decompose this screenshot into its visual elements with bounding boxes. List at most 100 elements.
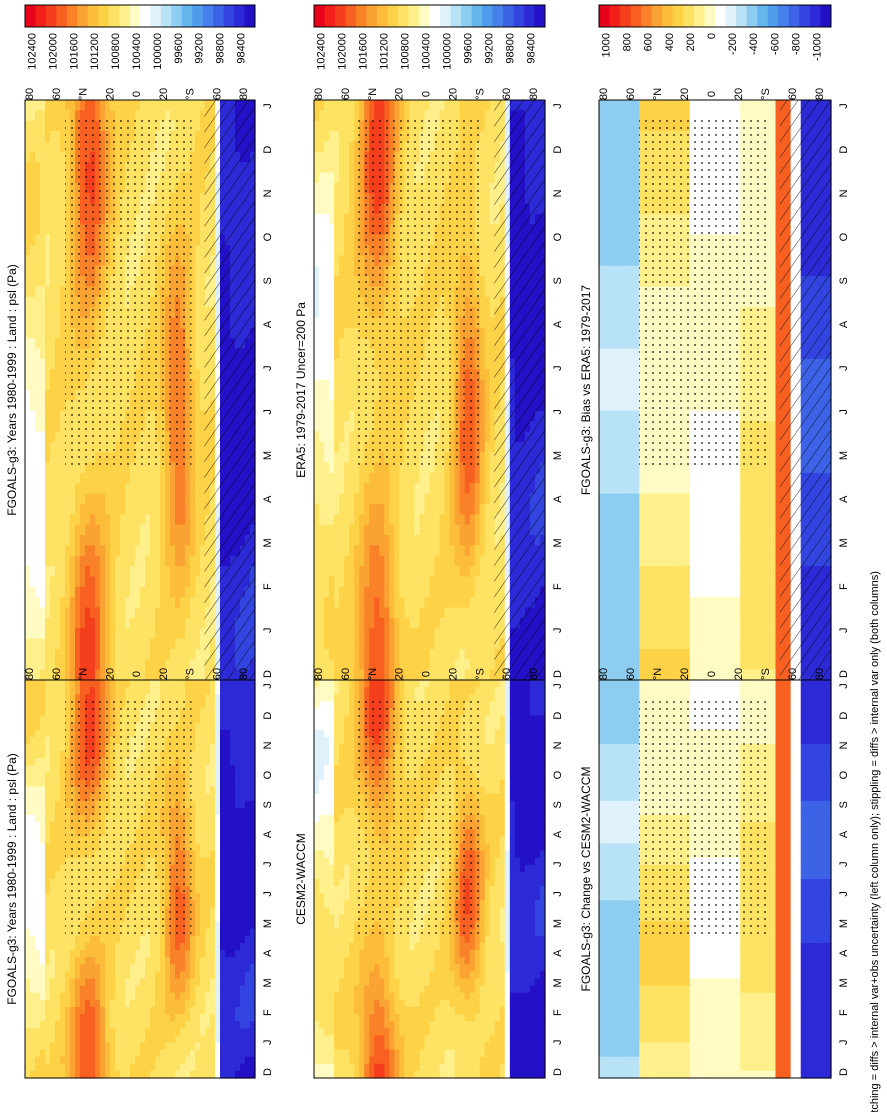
heatmap-cell	[25, 1021, 31, 1029]
heatmap-cell	[125, 999, 131, 1008]
heatmap-cell	[45, 914, 51, 923]
heatmap-cell	[200, 687, 206, 695]
heatmap-cell	[215, 893, 221, 901]
colorbar-swatch	[192, 5, 204, 27]
heatmap-cell	[60, 193, 66, 205]
heatmap-cell	[215, 786, 221, 795]
heatmap-cell	[150, 493, 156, 505]
heatmap-cell	[190, 493, 196, 505]
heatmap-cell	[125, 1056, 131, 1065]
heatmap-cell	[190, 555, 196, 567]
heatmap-cell	[190, 779, 196, 788]
heatmap-cell	[190, 978, 196, 987]
heatmap-cell	[150, 586, 156, 598]
heatmap-cell	[55, 793, 61, 802]
heatmap-cell	[195, 410, 201, 422]
heatmap-cell	[75, 514, 81, 526]
heatmap-cell	[160, 687, 166, 695]
heatmap-cell	[45, 836, 51, 845]
heatmap-cell	[190, 400, 196, 412]
heatmap-cell	[70, 950, 76, 958]
heatmap-cell	[130, 1056, 136, 1065]
heatmap-cell	[175, 978, 181, 987]
heatmap-cell	[155, 100, 161, 111]
heatmap-cell	[25, 864, 31, 873]
heatmap-cell	[200, 431, 206, 443]
heatmap-cell	[230, 850, 236, 859]
heatmap-cell	[55, 743, 61, 752]
heatmap-cell	[105, 957, 111, 965]
heatmap-cell	[220, 722, 226, 731]
heatmap-cell	[220, 758, 226, 766]
heatmap-cell	[190, 843, 196, 852]
heatmap-cell	[195, 617, 201, 629]
heatmap-cell	[195, 708, 201, 717]
heatmap-cell	[90, 576, 96, 588]
heatmap-cell	[55, 850, 61, 859]
colorbar-label: 100000	[152, 33, 164, 70]
heatmap-cell	[30, 296, 36, 308]
heatmap-cell	[165, 1049, 171, 1058]
heatmap-cell	[150, 992, 156, 1001]
heatmap-cell	[190, 638, 196, 650]
heatmap-cell	[190, 999, 196, 1008]
heatmap-cell	[110, 1035, 116, 1044]
heatmap-cell	[35, 743, 41, 752]
heatmap-cell	[190, 338, 196, 350]
heatmap-cell	[195, 1014, 201, 1022]
heatmap-cell	[160, 514, 166, 526]
heatmap-cell	[40, 410, 46, 422]
heatmap-cell	[135, 586, 141, 598]
heatmap-cell	[40, 576, 46, 588]
heatmap-cell	[85, 1056, 91, 1065]
heatmap-cell	[75, 935, 81, 944]
heatmap-cell	[55, 545, 61, 557]
heatmap-cell	[130, 950, 136, 958]
heatmap-cell	[70, 1042, 76, 1051]
heatmap-cell	[65, 514, 71, 526]
heatmap-cell	[80, 514, 86, 526]
heatmap-cell	[200, 193, 206, 205]
heatmap-cell	[205, 836, 211, 845]
heatmap-cell	[160, 617, 166, 629]
heatmap-cell	[75, 1056, 81, 1065]
heatmap-cell	[220, 914, 226, 923]
heatmap-cell	[195, 829, 201, 837]
heatmap-cell	[205, 1006, 211, 1015]
heatmap-cell	[40, 864, 46, 873]
heatmap-cell	[215, 680, 221, 688]
heatmap-cell	[60, 493, 66, 505]
heatmap-cell	[45, 971, 51, 980]
heatmap-cell	[210, 886, 216, 894]
heatmap-cell	[220, 815, 226, 823]
heatmap-cell	[55, 779, 61, 788]
heatmap-cell	[205, 900, 211, 909]
heatmap-cell	[190, 758, 196, 766]
heatmap-cell	[195, 131, 201, 143]
heatmap-cell	[165, 985, 171, 994]
heatmap-cell	[195, 224, 201, 236]
heatmap-cell	[55, 1042, 61, 1051]
heatmap-cell	[145, 1014, 151, 1022]
heatmap-cell	[35, 886, 41, 894]
heatmap-cell	[180, 617, 186, 629]
heatmap-cell	[80, 978, 86, 987]
heatmap-cell	[140, 472, 146, 484]
heatmap-cell	[170, 576, 176, 588]
heatmap-cell	[165, 1028, 171, 1036]
heatmap-cell	[30, 928, 36, 937]
heatmap-cell	[210, 893, 216, 901]
heatmap-cell	[160, 942, 166, 951]
heatmap-cell	[90, 680, 96, 688]
heatmap-cell	[45, 942, 51, 951]
heatmap-cell	[95, 964, 101, 972]
heatmap-cell	[165, 1014, 171, 1022]
heatmap-cell	[35, 224, 41, 236]
heatmap-cell	[160, 535, 166, 546]
heatmap-cell	[215, 715, 221, 724]
heatmap-cell	[45, 864, 51, 873]
heatmap-cell	[55, 483, 61, 495]
heatmap-cell	[195, 1070, 201, 1079]
heatmap-cell	[150, 1035, 156, 1044]
heatmap-cell	[230, 957, 236, 965]
